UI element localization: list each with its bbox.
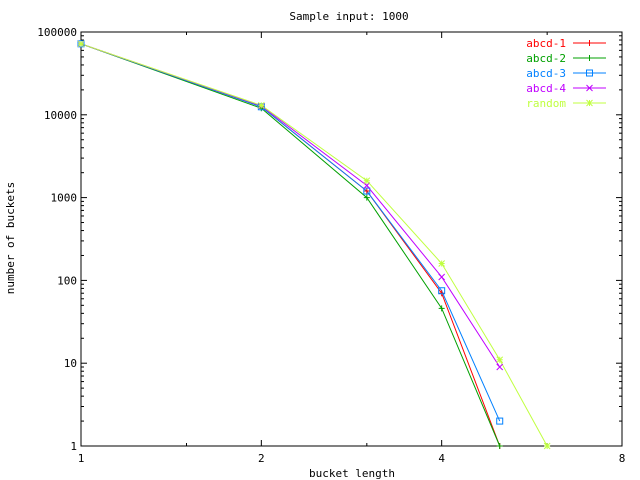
data-point [586, 40, 593, 46]
legend-label: abcd-4 [526, 82, 566, 95]
marker-plus [363, 194, 370, 201]
data-point [363, 182, 371, 189]
data-point [77, 40, 85, 48]
marker-cross [586, 84, 593, 92]
x-tick-label: 4 [438, 452, 445, 465]
marker-cross [363, 182, 371, 189]
marker-star [257, 102, 265, 109]
data-point [438, 273, 446, 281]
data-point [438, 290, 445, 297]
legend-label: abcd-3 [526, 67, 566, 80]
marker-plus [363, 188, 370, 195]
marker-star [496, 356, 504, 364]
data-point [363, 194, 370, 201]
series-markers [77, 40, 551, 450]
chart-title: Sample input: 1000 [289, 10, 408, 23]
series-line-abcd-4 [80, 43, 501, 368]
data-point [363, 177, 371, 185]
legend-label: abcd-1 [526, 37, 566, 50]
series-line-random [80, 43, 548, 447]
data-point [496, 443, 503, 449]
data-point [586, 84, 593, 92]
marker-star [77, 40, 85, 48]
data-point [363, 188, 370, 195]
marker-plus [496, 443, 503, 449]
series-lines [80, 43, 548, 447]
marker-star [586, 99, 593, 107]
data-point [363, 187, 371, 195]
marker-square [586, 69, 593, 77]
marker-cross [438, 273, 446, 281]
y-tick-label: 10 [64, 357, 77, 370]
x-tick-label: 1 [78, 452, 85, 465]
legend-label: abcd-2 [526, 52, 566, 65]
marker-square [363, 187, 371, 195]
marker-star [543, 442, 551, 450]
data-point [257, 102, 265, 109]
marker-plus [586, 55, 593, 61]
x-axis-label: bucket length [309, 467, 395, 480]
plot-frame [80, 31, 623, 447]
marker-plus [438, 290, 445, 297]
marker-cross [496, 363, 504, 371]
marker-plus [586, 40, 593, 46]
data-point [438, 260, 446, 267]
data-point [496, 356, 504, 364]
y-tick-label: 1 [70, 440, 77, 453]
data-point [586, 69, 593, 77]
y-tick-label: 1000 [51, 192, 78, 205]
x-tick-label: 8 [619, 452, 626, 465]
series-line-abcd-3 [80, 43, 501, 422]
y-tick-label: 10000 [44, 109, 77, 122]
data-point [438, 287, 446, 295]
marker-star [438, 260, 446, 267]
axis-ticks: 1 10 100 1000 10000 100000 1 2 4 8 [37, 26, 625, 465]
x-tick-label: 2 [258, 452, 265, 465]
marker-square [438, 287, 446, 295]
series-line-abcd-1 [80, 43, 501, 447]
legend-label: random [526, 97, 566, 110]
y-tick-label: 100 [57, 274, 77, 287]
data-point [438, 305, 445, 312]
data-point [543, 442, 551, 450]
legend: abcd-1 abcd-2 abcd-3 abcd-4 random [526, 37, 606, 110]
y-tick-label: 100000 [37, 26, 77, 39]
data-point [586, 99, 593, 107]
marker-star [363, 177, 371, 185]
y-axis-label: number of buckets [4, 182, 17, 295]
data-point [586, 55, 593, 61]
data-point [496, 417, 504, 425]
series-line-abcd-2 [80, 43, 501, 447]
marker-square [496, 417, 504, 425]
data-point [496, 363, 504, 371]
marker-plus [438, 305, 445, 312]
